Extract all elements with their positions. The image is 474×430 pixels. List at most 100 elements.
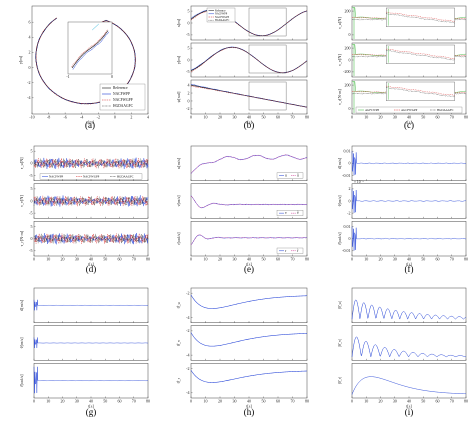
x-tick-label: 30	[393, 115, 397, 120]
x-tick-label: 50	[262, 399, 266, 404]
series-hgdaagfc	[190, 9, 308, 37]
x-tick-label: 60	[436, 257, 440, 262]
y-axis-label: τ_r[N·m]	[19, 230, 24, 246]
panel-b-x-axis-label: t[s]	[246, 120, 252, 125]
panel-g-x-axis-label: t[s]	[88, 404, 94, 409]
series-error	[33, 366, 149, 394]
y-tick-label: 0	[29, 65, 31, 70]
x-tick-label: 20	[379, 399, 383, 404]
y-tick-label: 200	[345, 45, 351, 50]
inset-frame	[67, 21, 113, 75]
panel-f-sub3: 0 10 20 30 40 50 60 70 800.010-0.01r̃[rad/s]	[337, 221, 468, 262]
series-error-norm	[351, 376, 467, 395]
x-tick-label: -10	[29, 115, 34, 120]
y-tick-label: -5	[29, 210, 32, 215]
legend-label: v̂	[297, 211, 299, 215]
x-tick-label: 4	[147, 115, 149, 120]
inset-nacfwgpp	[71, 29, 108, 67]
x-tick-label: 80	[464, 257, 468, 262]
panel-f-sub2: 2 0 -2 ṽ[m/s] × 10⁻³	[337, 180, 467, 219]
x-tick-label: 10	[46, 257, 50, 262]
legend-label-agcfwgpp: AGCFWGPP	[401, 108, 418, 112]
y-axis-label: τ_v[N]	[337, 54, 342, 66]
legend-label-hgdaagfc: HGDAAGFC	[437, 108, 454, 112]
zoom-inset	[386, 81, 455, 101]
x-tick-label: 0	[33, 399, 35, 404]
series-error-norm	[351, 336, 467, 358]
y-tick-label: 0	[349, 106, 351, 111]
y-axis-label: v[m/s]	[176, 195, 181, 207]
y-axis-label: r̃[rad/s]	[19, 374, 24, 387]
y-tick-label: 5	[188, 45, 190, 50]
x-tick-label: 2	[130, 115, 132, 120]
inset-hgdaagfc	[386, 50, 455, 61]
inset-hgdaagfc	[386, 87, 455, 98]
legend-label-hgdaagfc: HGDAAGFC	[117, 174, 134, 178]
series-hgdaagfc	[33, 158, 149, 169]
x-tick-label: 10	[204, 399, 208, 404]
x-tick-label: 60	[276, 399, 280, 404]
y-tick-label: -5	[186, 69, 189, 74]
x-tick-label: 70	[291, 115, 295, 120]
y-tick-label: -4	[186, 352, 189, 357]
x-tick-label: 80	[305, 399, 309, 404]
x-tick-label: 70	[132, 257, 136, 262]
x-tick-label: 80	[305, 257, 309, 262]
panel-i-sub2-frame	[351, 325, 467, 361]
x-tick-label: 60	[436, 115, 440, 120]
legend-label-reference: Reference	[113, 86, 128, 90]
panel-h-sub3-frame	[190, 363, 308, 399]
y-axis-label: τ_r[N·m]	[337, 89, 342, 105]
y-tick-label: -2	[186, 328, 189, 333]
y-tick-label: 5	[31, 186, 33, 191]
panel-h-sub3: 0 10 20 30 40 50 60 70 80 -2 -4 θ̂_r	[176, 363, 309, 404]
series-estimate	[190, 332, 308, 347]
panel-h-sub2-frame	[190, 325, 308, 361]
y-axis-label: x[m]	[176, 18, 181, 27]
caption: (d)	[86, 264, 97, 274]
legend	[276, 172, 304, 179]
y-axis-label: ṽ[m/s]	[19, 337, 24, 349]
y-tick-label: 6	[29, 20, 31, 25]
x-axis-label: x[m]	[86, 120, 95, 125]
x-tick-label: 0	[114, 115, 116, 120]
x-tick-label: 40	[407, 399, 411, 404]
x-tick-label: 50	[262, 257, 266, 262]
x-tick-label: 50	[421, 115, 425, 120]
y-tick-label: -2	[186, 291, 189, 296]
y-tick-label: 0.01	[344, 224, 351, 229]
inset-agcfwgpp	[386, 48, 455, 59]
x-tick-label: 50	[262, 115, 266, 120]
inset-marker	[92, 23, 99, 31]
x-tick-label: 20	[61, 257, 65, 262]
panel-g-sub1: ũ[m/s]	[19, 287, 149, 323]
inset-reference	[71, 30, 109, 69]
x-tick-label: 80	[464, 115, 468, 120]
caption: (e)	[244, 264, 254, 274]
y-axis-label: τ_v[N]	[19, 195, 24, 207]
panel-e-x-axis-label: t[s]	[246, 262, 252, 267]
x-tick-label: -8	[47, 115, 50, 120]
panel-b-sub2: 5 0 -5 y[m]	[176, 42, 308, 78]
series-estimate	[190, 195, 308, 209]
x-tick-label: 30	[393, 399, 397, 404]
inset-agcfwgpp	[386, 11, 455, 22]
legend-label-agfcwpp: AGFCWPP	[365, 108, 380, 112]
y-tick-label: -0.01	[342, 248, 350, 253]
y-tick-label: 4	[188, 82, 190, 87]
series-hgdaagfc	[190, 84, 308, 108]
y-tick-label: 0	[31, 161, 33, 166]
x-tick-label: 40	[89, 257, 93, 262]
zoom-inset	[248, 81, 287, 111]
y-tick-label: 0	[188, 98, 190, 103]
x-tick-label: 60	[276, 115, 280, 120]
y-tick-label: 0	[188, 57, 190, 62]
series-hgdaagfc	[33, 233, 149, 244]
inset-agcfwgpp	[386, 85, 455, 96]
legend-label: û	[297, 173, 299, 177]
series-true	[190, 154, 308, 174]
legend-label-reference: Reference	[215, 9, 226, 12]
y-tick-label: 0	[349, 161, 351, 166]
